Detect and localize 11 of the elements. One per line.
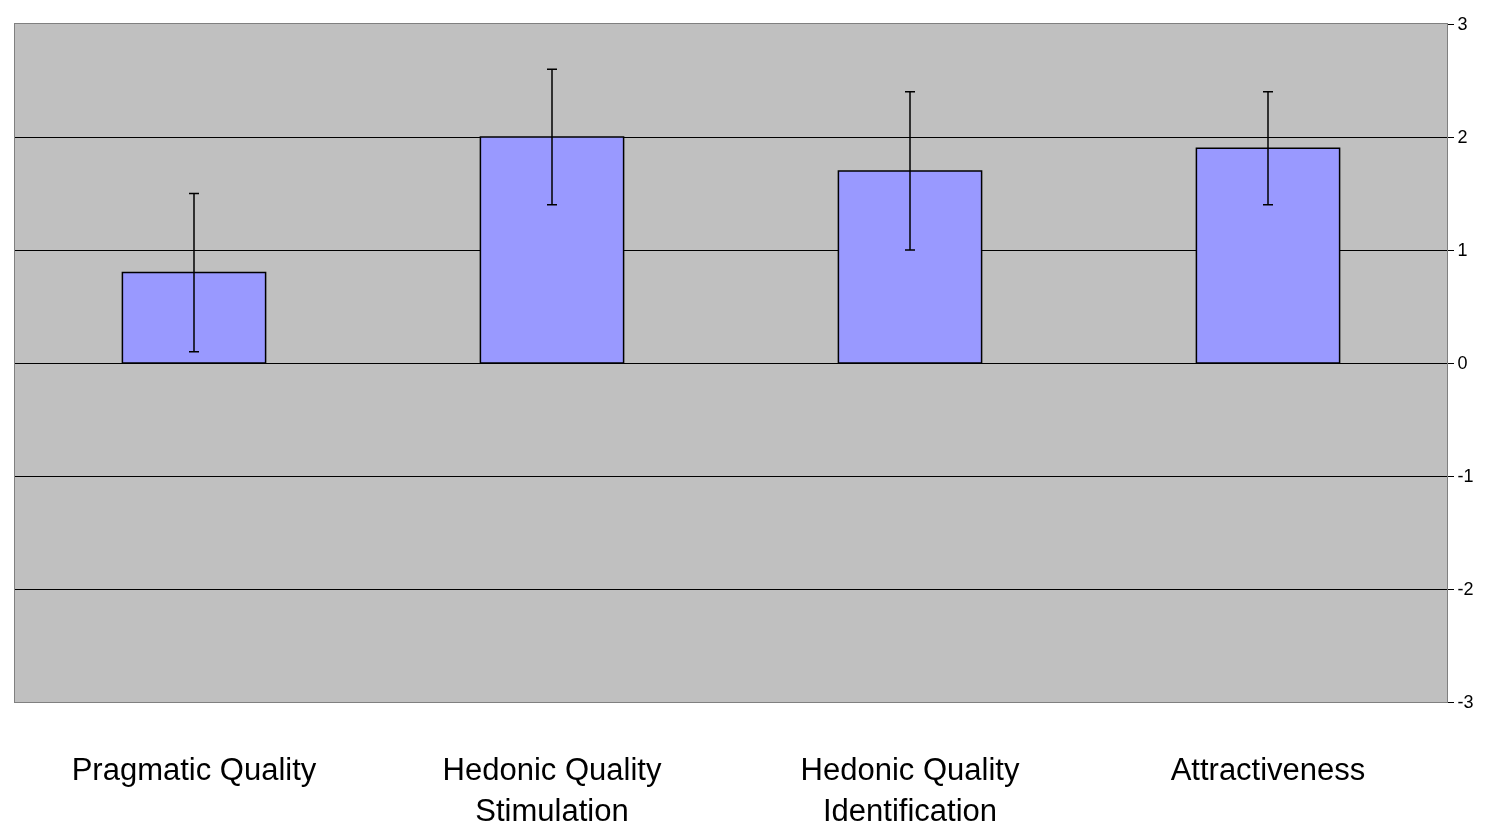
x-tick-label: Hedonic Quality Stimulation bbox=[442, 752, 662, 826]
y-tick-label: -1 bbox=[1457, 466, 1474, 487]
y-tick-label: 1 bbox=[1457, 240, 1468, 261]
y-tick-label: 0 bbox=[1457, 353, 1468, 374]
y-tick-label: -3 bbox=[1457, 692, 1474, 713]
y-tick-label: 2 bbox=[1457, 127, 1468, 148]
x-tick-label: Attractiveness bbox=[1170, 752, 1366, 788]
y-tick-label: -2 bbox=[1457, 579, 1474, 600]
y-tick-label: 3 bbox=[1457, 14, 1468, 35]
x-tick-label: Hedonic Quality Identification bbox=[800, 752, 1020, 826]
x-tick-label: Pragmatic Quality bbox=[71, 752, 317, 788]
